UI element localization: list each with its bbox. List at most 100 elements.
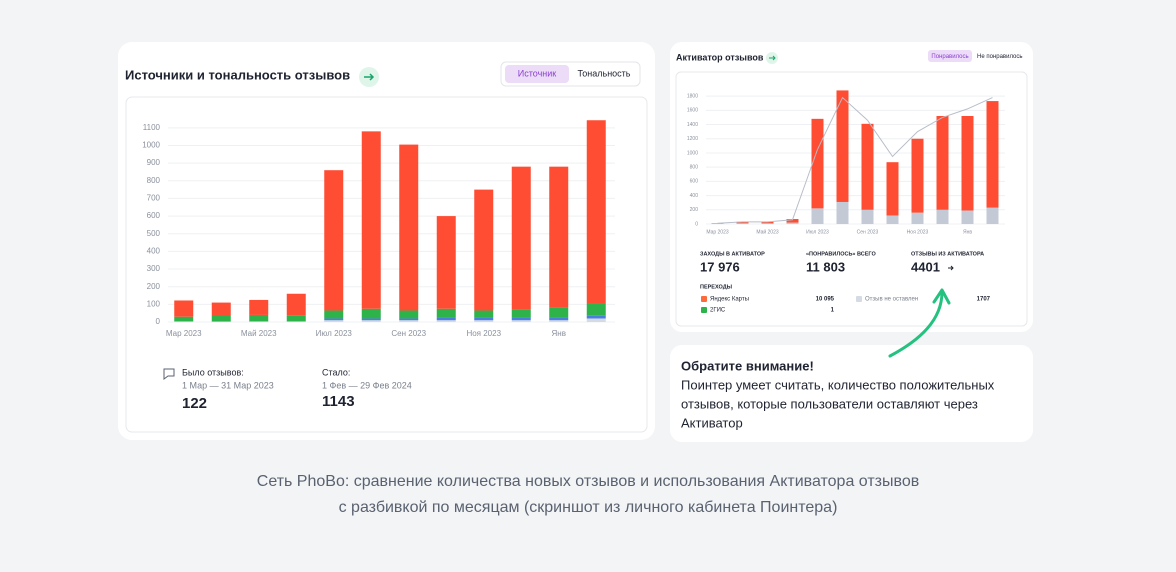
bar-segment <box>436 308 456 318</box>
bar-segment <box>761 223 774 224</box>
bar-segment <box>836 90 849 202</box>
x-tick-label: Май 2023 <box>241 329 277 338</box>
caption: Сеть PhoBo: сравнение количества новых о… <box>257 473 919 490</box>
y-tick-label: 800 <box>690 164 699 170</box>
x-tick-label: Сен 2023 <box>857 229 879 235</box>
before-label: Было отзывов: <box>182 367 244 377</box>
bar-segment <box>761 221 774 224</box>
comment-icon <box>163 368 175 380</box>
bar-segment <box>361 308 381 319</box>
y-tick-label: 1100 <box>143 123 161 132</box>
bar-segment <box>399 310 419 319</box>
bar-segment <box>549 307 569 318</box>
y-tick-label: 1600 <box>687 108 698 114</box>
y-tick-label: 200 <box>690 207 699 213</box>
note-line: Активатор <box>681 415 743 430</box>
bar-segment <box>986 207 999 224</box>
bar-segment <box>786 219 799 223</box>
pointer-arrow-head <box>932 288 951 305</box>
bar-segment <box>399 318 419 321</box>
bar-segment <box>911 138 924 213</box>
bar-segment <box>786 222 799 224</box>
x-tick-label: Янв <box>963 229 972 235</box>
tab[interactable]: Понравилось <box>931 54 968 60</box>
x-tick-label: Ноя 2023 <box>907 229 929 235</box>
y-tick-label: 200 <box>147 282 161 291</box>
after-label: Стало: <box>322 367 350 377</box>
transition-value: 1707 <box>977 297 991 303</box>
y-tick-label: 700 <box>147 194 161 203</box>
bar-segment <box>961 116 974 211</box>
transition-value: 10 095 <box>816 297 835 303</box>
bar-segment <box>861 209 874 224</box>
note-card <box>670 345 1033 442</box>
y-tick-label: 1400 <box>687 122 698 128</box>
bar-segment <box>324 320 344 322</box>
after-period: 1 Фев — 29 Фев 2024 <box>322 380 412 390</box>
transition-value: 1 <box>831 308 835 314</box>
bar-segment <box>361 320 381 322</box>
bar-segment <box>211 302 231 316</box>
bar-segment <box>861 123 874 210</box>
checkbox <box>701 307 707 313</box>
bar-segment <box>361 318 381 321</box>
bar-segment <box>911 212 924 224</box>
bar-segment <box>511 317 531 321</box>
checkbox <box>856 296 862 302</box>
bar-segment <box>361 131 381 309</box>
bar-segment <box>586 120 606 304</box>
bar-segment <box>436 320 456 322</box>
note-line: отзывов, которые пользователи оставляют … <box>681 396 978 411</box>
tab-active[interactable] <box>505 65 569 83</box>
stat-label: «ПОНРАВИЛОСЬ» ВСЕГО <box>806 251 876 257</box>
bar-segment <box>286 315 306 322</box>
bar-segment <box>249 299 269 315</box>
arrow-icon <box>948 265 954 271</box>
bar-segment <box>249 321 269 322</box>
transitions-title: ПЕРЕХОДЫ <box>700 284 733 290</box>
tab[interactable]: Не понравилось <box>977 54 1022 60</box>
bar-segment <box>436 317 456 321</box>
bar-segment <box>211 315 231 322</box>
y-tick-label: 500 <box>147 229 161 238</box>
x-tick-label: Сен 2023 <box>391 329 426 338</box>
stat-label: ЗАХОДЫ В АКТИВАТОР <box>700 251 765 257</box>
bar-segment <box>736 221 749 224</box>
bar-segment <box>474 189 494 311</box>
bar-segment <box>399 144 419 311</box>
before-period: 1 Мар — 31 Мар 2023 <box>182 380 274 390</box>
bar-segment <box>511 320 531 322</box>
bar-segment <box>549 320 569 322</box>
x-tick-label: Май 2023 <box>756 228 779 235</box>
bar-segment <box>399 320 419 322</box>
y-tick-label: 1000 <box>142 141 160 150</box>
bar-segment <box>586 303 606 316</box>
stat-label: ОТЗЫВЫ ИЗ АКТИВАТОРА <box>911 251 984 257</box>
bar-segment <box>324 318 344 321</box>
bar-segment <box>286 321 306 322</box>
transition-label: Отзыв не оставлен <box>865 297 918 303</box>
bar-segment <box>936 116 949 210</box>
bar-segment <box>961 210 974 224</box>
stat-value: 11 803 <box>806 259 845 274</box>
tab[interactable]: Источник <box>518 68 556 78</box>
arrow-icon <box>364 73 375 81</box>
left-title: Источники и тональность отзывов <box>125 67 350 82</box>
after-value: 1143 <box>322 393 355 410</box>
bar-segment <box>736 223 749 224</box>
x-tick-label: Янв <box>552 329 566 338</box>
stat-value: 17 976 <box>700 259 740 274</box>
y-tick-label: 600 <box>690 179 699 185</box>
y-tick-label: 0 <box>695 221 698 227</box>
bar-segment <box>286 293 306 316</box>
tab-active[interactable] <box>928 50 972 62</box>
before-value: 122 <box>182 395 207 412</box>
tab[interactable]: Тональность <box>577 68 630 78</box>
y-tick-label: 300 <box>147 264 161 273</box>
y-tick-label: 1000 <box>687 150 698 156</box>
bar-segment <box>936 209 949 224</box>
bar-segment <box>324 310 344 319</box>
bar-segment <box>586 315 606 319</box>
x-tick-label: Мар 2023 <box>166 329 202 338</box>
